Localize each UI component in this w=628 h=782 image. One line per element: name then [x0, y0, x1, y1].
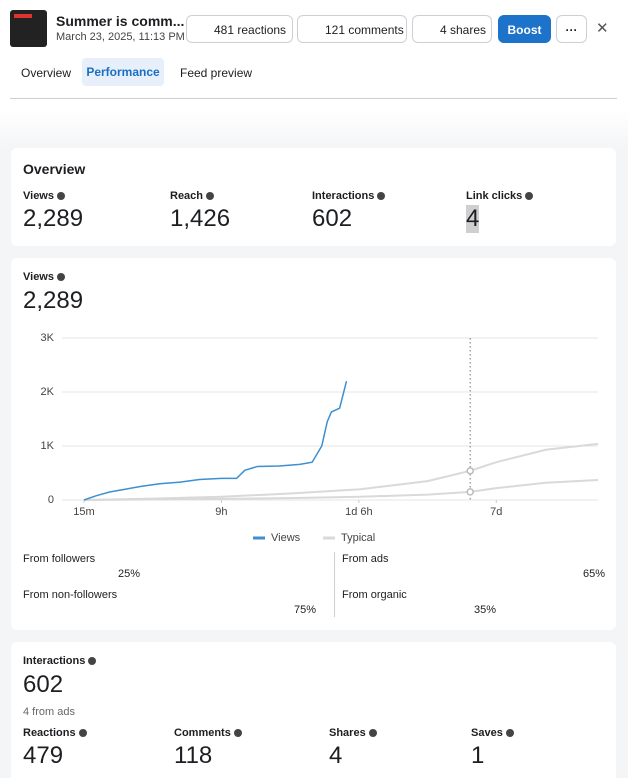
label: Reach [170, 190, 204, 202]
legend-label: Views [271, 532, 301, 544]
metric-value: 118 [174, 742, 213, 769]
shares-button[interactable]: 4 shares [412, 15, 492, 43]
metric-value: 1,426 [170, 205, 231, 232]
interactions-value: 602 [23, 671, 64, 698]
close-button[interactable]: ✕ [596, 20, 609, 37]
metric-value: 4 [329, 742, 343, 769]
breakdown-value: 35% [473, 604, 496, 616]
metric-value: 2,289 [23, 205, 84, 232]
metric-value: 1 [471, 742, 485, 769]
info-icon[interactable] [206, 192, 215, 200]
tab-active[interactable]: Performance [82, 58, 164, 86]
metric-value: 602 [312, 205, 353, 232]
views-value: 2,289 [23, 287, 84, 314]
metric-label: Saves [471, 727, 514, 739]
tab[interactable]: Overview [21, 66, 72, 80]
overview-card [11, 148, 616, 246]
breakdown-label: From ads [342, 553, 389, 565]
more-button[interactable]: ··· [556, 15, 587, 43]
y-tick-label: 0 [48, 494, 54, 506]
info-icon[interactable] [78, 729, 87, 737]
breakdown-label: From organic [342, 589, 407, 601]
breakdown-divider [334, 552, 335, 617]
interactions-label: Interactions [23, 655, 97, 667]
post-date: March 23, 2025, 11:13 PM [56, 31, 185, 43]
breakdown-value: 65% [582, 568, 605, 580]
label: 4 shares [440, 23, 487, 37]
label: Views [23, 271, 54, 283]
interactions-card [11, 642, 616, 782]
label: 481 reactions [214, 23, 287, 37]
legend-label: Typical [341, 532, 375, 544]
series-line [83, 479, 599, 501]
metric-value: 4 [466, 205, 480, 233]
info-icon[interactable] [505, 729, 514, 737]
tab[interactable]: Feed preview [180, 66, 253, 80]
label: Comments [174, 727, 231, 739]
metric-label: Interactions [312, 190, 386, 202]
series-line [83, 381, 348, 501]
y-tick-label: 2K [41, 386, 55, 398]
series-line [83, 442, 599, 501]
metric-label: Shares [329, 727, 377, 739]
info-icon[interactable] [525, 192, 534, 200]
hover-point [466, 488, 474, 496]
label: Reactions [23, 727, 76, 739]
metric-label: Comments [174, 727, 242, 739]
breakdown-value: 25% [117, 568, 140, 580]
x-tick-label: 15m [73, 506, 94, 518]
interactions-note: 4 from ads [23, 706, 75, 718]
views-label: Views [23, 271, 65, 283]
metric-label: Link clicks [466, 190, 534, 202]
metric-label: Views [23, 190, 65, 202]
label: Interactions [312, 190, 375, 202]
boost-button[interactable]: Boost [498, 15, 551, 43]
metric-label: Reach [170, 190, 215, 202]
metric-label: Reactions [23, 727, 87, 739]
hover-point [466, 467, 474, 475]
y-tick-label: 3K [41, 332, 55, 344]
info-icon[interactable] [233, 729, 242, 737]
divider [10, 98, 617, 99]
label: Interactions [23, 655, 86, 667]
reactions-button[interactable]: 481 reactions [186, 15, 293, 43]
info-icon[interactable] [368, 729, 377, 737]
label: Boost [507, 23, 542, 37]
x-tick-label: 1d 6h [345, 506, 373, 518]
info-icon[interactable] [57, 192, 65, 200]
info-icon[interactable] [377, 192, 386, 200]
label: Views [23, 190, 54, 202]
breakdown-label: From non-followers [23, 589, 118, 601]
post-title: Summer is comm... [56, 13, 185, 29]
breakdown-value: 75% [293, 604, 316, 616]
y-tick-label: 1K [41, 440, 55, 452]
comments-button[interactable]: 121 comments [297, 15, 407, 43]
label: Link clicks [466, 190, 523, 202]
label: 121 comments [325, 23, 404, 37]
thumbnail [10, 10, 47, 47]
metric-value: 479 [23, 742, 64, 769]
x-tick-label: 9h [215, 506, 227, 518]
x-tick-label: 7d [490, 506, 502, 518]
label: Saves [471, 727, 503, 739]
views-card [11, 258, 616, 630]
card-title: Overview [23, 161, 86, 177]
breakdown-label: From followers [23, 553, 96, 565]
label: Shares [329, 727, 366, 739]
